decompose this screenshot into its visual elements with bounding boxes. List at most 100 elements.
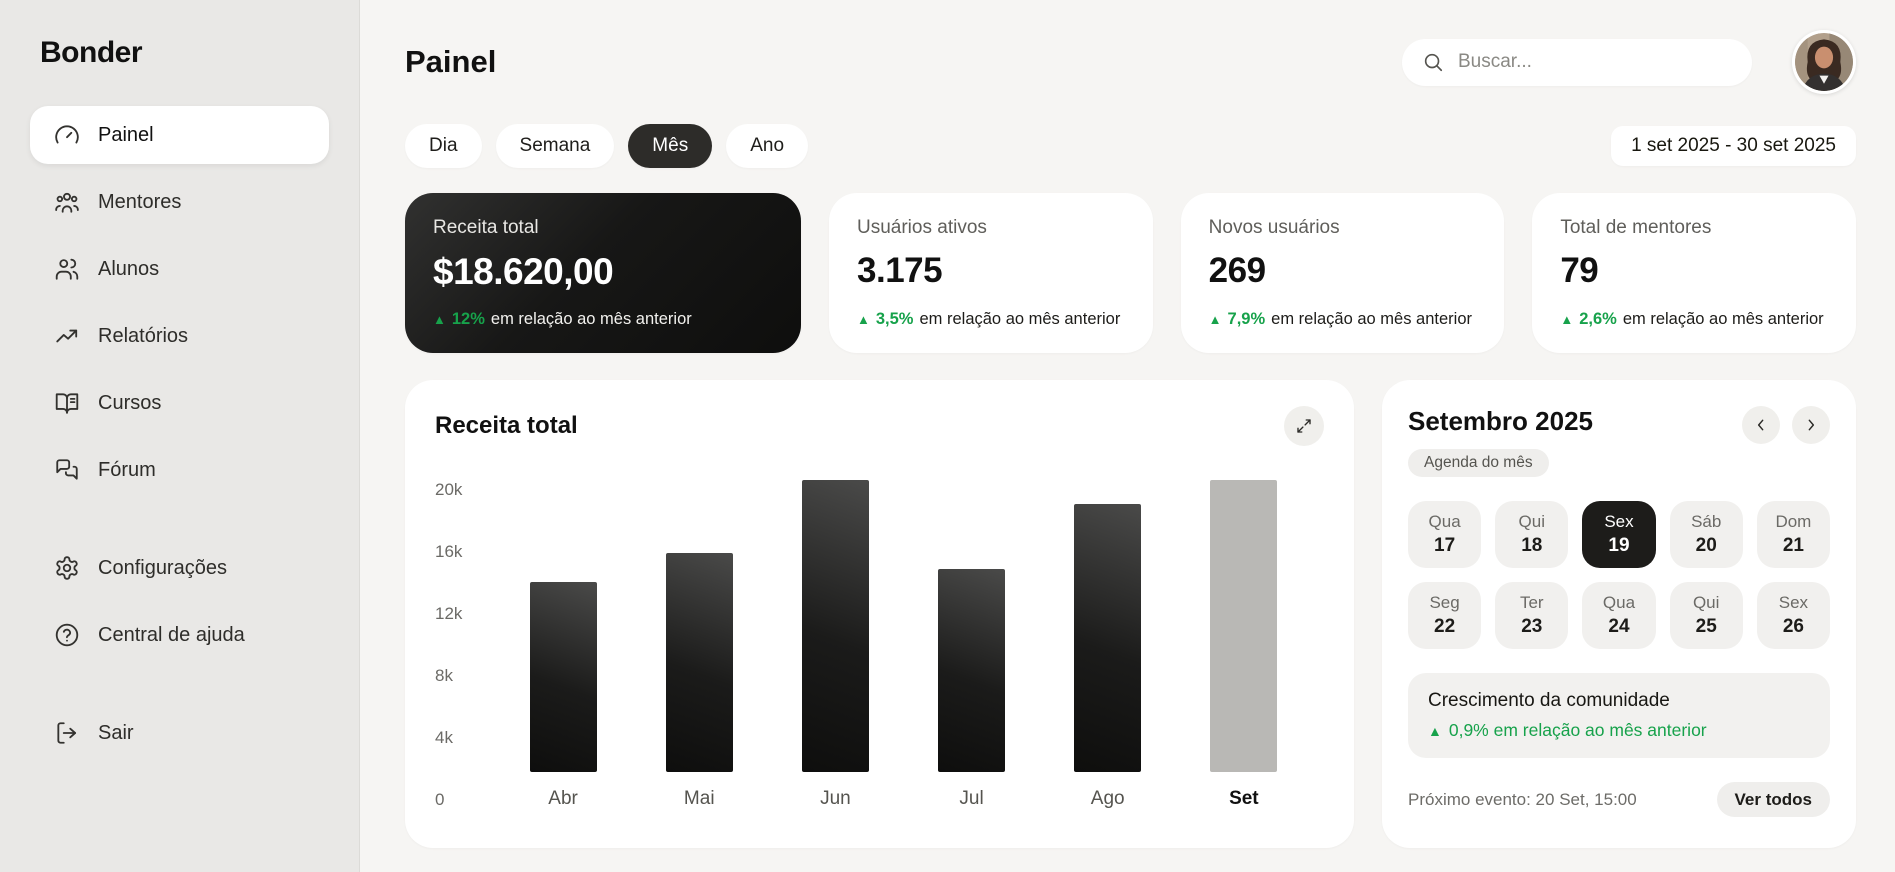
- sidebar-item-central-de-ajuda[interactable]: Central de ajuda: [30, 606, 329, 664]
- stat-value: 3.175: [857, 251, 943, 290]
- growth-delta-text: 0,9% em relação ao mês anterior: [1448, 720, 1707, 740]
- sidebar-item-mentores[interactable]: Mentores: [30, 173, 329, 231]
- next-month-button[interactable]: [1792, 406, 1830, 444]
- y-tick: 8k: [435, 666, 453, 685]
- bar-jun: [801, 480, 869, 772]
- chevron-right-icon: [1803, 417, 1819, 433]
- sidebar-item-label: Mentores: [98, 190, 182, 213]
- y-tick: 16k: [435, 542, 463, 561]
- bar-column-ago: Ago: [1074, 480, 1142, 810]
- delta-suffix: em relação ao mês anterior: [1622, 310, 1824, 328]
- view-all-button[interactable]: Ver todos: [1716, 782, 1830, 817]
- tab-semana[interactable]: Semana: [495, 124, 615, 168]
- delta-percent: 3,5%: [875, 310, 914, 328]
- day-number: 20: [1695, 535, 1717, 556]
- gauge-icon: [54, 122, 80, 148]
- sidebar-item-label: Fórum: [98, 458, 156, 481]
- bar-column-mai: Mai: [665, 480, 733, 810]
- chart-header: Receita total: [435, 406, 1324, 446]
- day-number: 25: [1695, 616, 1717, 637]
- tab-ano[interactable]: Ano: [726, 124, 809, 168]
- calendar-day-25[interactable]: Qui 25: [1669, 582, 1743, 649]
- bar-mai: [665, 553, 733, 772]
- calendar-day-17[interactable]: Qua 17: [1408, 501, 1482, 568]
- agenda-pill: Agenda do mês: [1408, 449, 1549, 477]
- sidebar-item-label: Relatórios: [98, 324, 189, 347]
- tab-mes[interactable]: Mês: [628, 124, 713, 168]
- page-title: Painel: [405, 44, 497, 79]
- sidebar-item-forum[interactable]: Fórum: [30, 441, 329, 499]
- header-right: [1402, 30, 1856, 94]
- calendar-day-21[interactable]: Dom 21: [1756, 501, 1830, 568]
- sidebar-item-alunos[interactable]: Alunos: [30, 240, 329, 298]
- calendar-title: Setembro 2025: [1408, 406, 1593, 436]
- weekday-label: Sex: [1778, 593, 1809, 612]
- calendar-day-23[interactable]: Ter 23: [1495, 582, 1569, 649]
- sidebar: Bonder Painel Mentores Alunos Relatórios: [0, 0, 360, 872]
- x-tick: Jun: [820, 788, 851, 809]
- calendar-nav: [1742, 406, 1830, 444]
- calendar-day-19[interactable]: Sex 19: [1582, 501, 1656, 568]
- stat-value: 269: [1208, 251, 1266, 290]
- revenue-chart-card: Receita total 20k 16k 12k 8k 4k 0: [405, 380, 1354, 848]
- stat-delta: 3,5% em relação ao mês anterior: [857, 310, 1125, 329]
- y-tick: 12k: [435, 604, 463, 623]
- tab-dia[interactable]: Dia: [405, 124, 482, 168]
- day-number: 21: [1782, 535, 1804, 556]
- bar-column-abr: Abr: [529, 480, 597, 810]
- bar-ago: [1074, 504, 1142, 772]
- expand-chart-button[interactable]: [1284, 406, 1324, 446]
- search-bar: [1402, 38, 1752, 86]
- y-tick: 20k: [435, 480, 463, 499]
- growth-delta: 0,9% em relação ao mês anterior: [1428, 720, 1810, 741]
- day-number: 24: [1608, 616, 1630, 637]
- sidebar-item-sair[interactable]: Sair: [30, 704, 329, 762]
- up-triangle-icon: [1560, 310, 1573, 329]
- search-icon: [1422, 51, 1444, 73]
- stat-delta: 2,6% em relação ao mês anterior: [1560, 310, 1828, 329]
- calendar-footer: Próximo evento: 20 Set, 15:00 Ver todos: [1408, 782, 1830, 817]
- calendar-day-24[interactable]: Qua 24: [1582, 582, 1656, 649]
- calendar-day-18[interactable]: Qui 18: [1495, 501, 1569, 568]
- x-tick: Mai: [683, 788, 715, 809]
- chevron-left-icon: [1753, 417, 1769, 433]
- calendar-day-20[interactable]: Sáb 20: [1669, 501, 1743, 568]
- users-icon: [54, 256, 80, 282]
- calendar-day-26[interactable]: Sex 26: [1756, 582, 1830, 649]
- sidebar-item-relatorios[interactable]: Relatórios: [30, 307, 329, 365]
- stat-card-usuarios-ativos: Usuários ativos 3.175 3,5% em relação ao…: [829, 193, 1153, 353]
- stat-card-total-mentores: Total de mentores 79 2,6% em relação ao …: [1532, 193, 1856, 353]
- stat-card-novos-usuarios: Novos usuários 269 7,9% em relação ao mê…: [1180, 193, 1505, 353]
- weekday-label: Seg: [1429, 593, 1460, 612]
- user-avatar[interactable]: [1792, 30, 1856, 94]
- sidebar-item-label: Sair: [98, 721, 134, 744]
- book-open-icon: [54, 390, 80, 416]
- day-number: 23: [1521, 616, 1543, 637]
- day-number: 26: [1782, 616, 1804, 637]
- up-triangle-icon: [433, 310, 446, 329]
- day-number: 19: [1608, 535, 1630, 556]
- bar-abr: [529, 582, 597, 772]
- sidebar-item-label: Painel: [98, 123, 154, 146]
- stat-label: Novos usuários: [1208, 217, 1340, 238]
- x-tick: Ago: [1090, 788, 1125, 809]
- sidebar-item-cursos[interactable]: Cursos: [30, 374, 329, 432]
- x-tick: Set: [1229, 788, 1259, 809]
- logout-icon: [54, 720, 80, 746]
- bar-column-jun: Jun: [801, 480, 869, 810]
- sidebar-item-label: Cursos: [98, 391, 162, 414]
- calendar-day-22[interactable]: Seg 22: [1408, 582, 1482, 649]
- date-range-pill[interactable]: 1 set 2025 - 30 set 2025: [1611, 126, 1856, 166]
- stat-delta: 12% em relação ao mês anterior: [433, 310, 773, 329]
- up-triangle-icon: [1209, 310, 1222, 329]
- weekday-label: Qui: [1518, 512, 1546, 531]
- y-tick: 4k: [435, 728, 453, 747]
- bar-jul: [938, 569, 1006, 772]
- sidebar-item-configuracoes[interactable]: Configurações: [30, 539, 329, 597]
- help-circle-icon: [54, 622, 80, 648]
- sidebar-item-painel[interactable]: Painel: [30, 106, 329, 164]
- weekday-label: Dom: [1775, 512, 1812, 531]
- prev-month-button[interactable]: [1742, 406, 1780, 444]
- bar-column-set: Set: [1210, 480, 1278, 810]
- search-input[interactable]: [1458, 51, 1732, 73]
